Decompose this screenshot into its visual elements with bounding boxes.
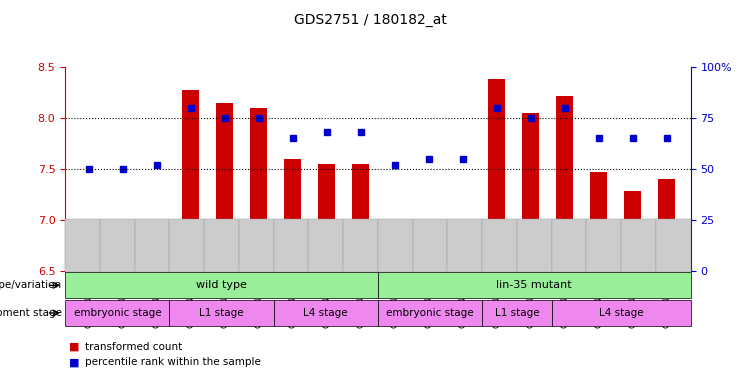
Text: L1 stage: L1 stage — [494, 308, 539, 318]
Text: development stage: development stage — [0, 308, 62, 318]
Text: percentile rank within the sample: percentile rank within the sample — [85, 358, 261, 367]
Bar — [353, 164, 370, 271]
Bar — [420, 248, 437, 271]
Bar — [148, 270, 165, 271]
Bar — [658, 179, 675, 271]
Bar — [556, 96, 574, 271]
Text: transformed count: transformed count — [85, 342, 182, 352]
Text: embryonic stage: embryonic stage — [386, 308, 473, 318]
Text: lin-35 mutant: lin-35 mutant — [496, 280, 572, 290]
Bar — [386, 255, 403, 271]
Bar — [522, 113, 539, 271]
Text: GDS2751 / 180182_at: GDS2751 / 180182_at — [294, 13, 447, 27]
Text: ■: ■ — [69, 358, 79, 367]
Text: wild type: wild type — [196, 280, 247, 290]
Text: ■: ■ — [69, 342, 79, 352]
Bar — [488, 79, 505, 271]
Bar — [216, 103, 233, 271]
Text: L4 stage: L4 stage — [304, 308, 348, 318]
Text: embryonic stage: embryonic stage — [73, 308, 161, 318]
Bar — [591, 172, 608, 271]
Bar — [115, 269, 131, 271]
Bar — [285, 159, 302, 271]
Bar — [250, 108, 268, 271]
Text: genotype/variation: genotype/variation — [0, 280, 62, 290]
Text: L1 stage: L1 stage — [199, 308, 244, 318]
Bar — [182, 89, 199, 271]
Bar — [625, 191, 641, 271]
Bar — [454, 258, 471, 271]
Bar — [319, 164, 336, 271]
Text: L4 stage: L4 stage — [599, 308, 643, 318]
